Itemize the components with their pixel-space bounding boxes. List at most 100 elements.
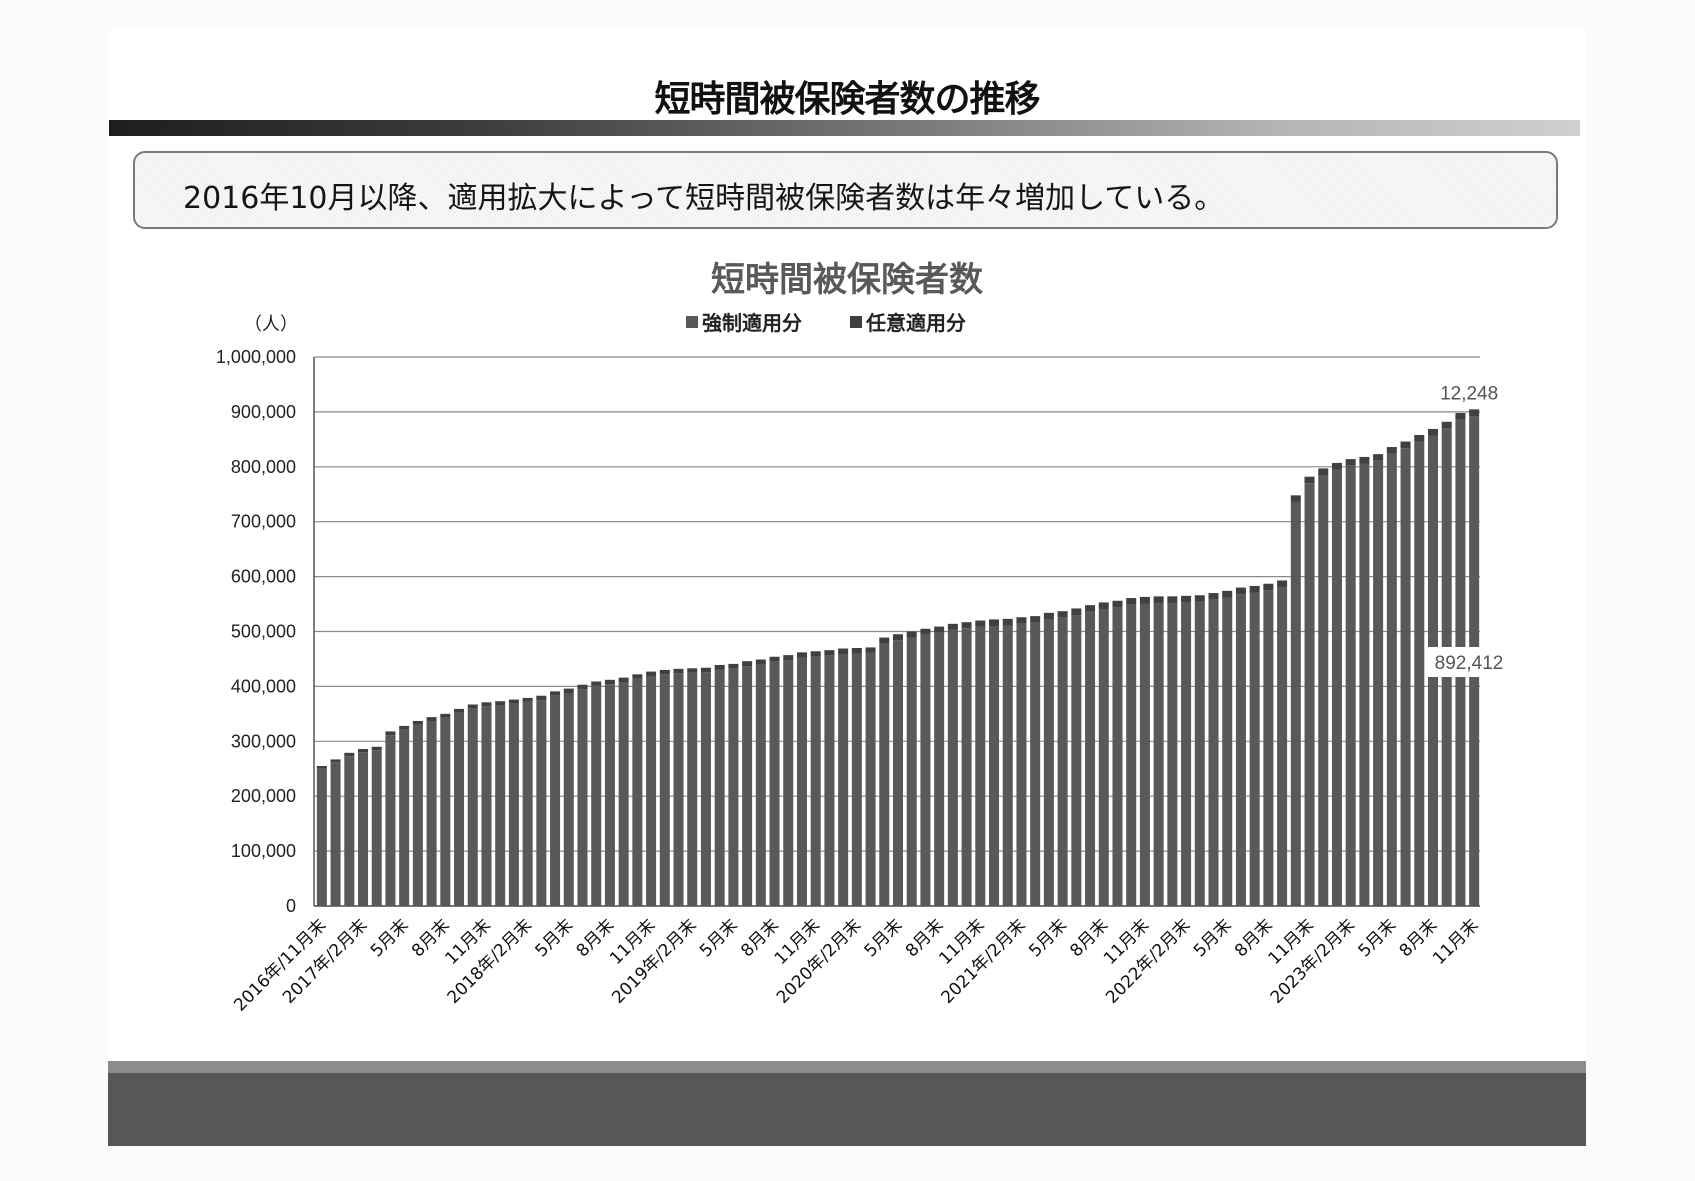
bar-chart: 0 100,000 200,000 300,000 400,000 500,000 600,…: [216, 347, 1511, 1016]
footer-band-light: [108, 1061, 1586, 1073]
summary-box: 2016年10月以降、適用拡大によって短時間被保険者数は年々増加している。: [133, 151, 1558, 229]
bar-segment: [989, 619, 1000, 627]
bar-segment: [577, 689, 588, 906]
bar-segment: [1126, 598, 1137, 605]
bar-segment: [563, 692, 574, 906]
bar-segment: [1002, 618, 1013, 626]
bar-segment: [1455, 412, 1466, 420]
bar-segment: [522, 697, 533, 702]
bar-segment: [467, 708, 478, 906]
bar-segment: [879, 643, 890, 906]
bar-segment: [700, 672, 711, 906]
bar-segment: [934, 626, 945, 633]
bar-segment: [700, 667, 711, 673]
bar-segment: [1139, 603, 1150, 906]
legend-item-mandatory: 強制適用分: [686, 307, 802, 336]
y-axis-unit-label: （人）: [244, 314, 298, 335]
bar-segment: [1359, 456, 1370, 464]
bar-segment: [467, 704, 478, 709]
bar-segment: [536, 695, 547, 701]
bar-segment: [426, 720, 437, 906]
bar-segment: [399, 729, 410, 906]
x-tick-label: 5月末: [1190, 915, 1236, 961]
bar-segment: [371, 746, 382, 751]
legend-item-voluntary: 任意適用分: [850, 307, 966, 336]
bar-segment: [440, 713, 451, 718]
bar-segment: [961, 622, 972, 629]
bar-segment: [1181, 602, 1192, 906]
bar-segment: [714, 669, 725, 906]
bar-segment: [316, 768, 327, 906]
bar-segment: [358, 748, 369, 753]
bar-segment: [536, 700, 547, 906]
bar-segment: [646, 675, 657, 906]
bar-segment: [1318, 468, 1329, 476]
bar-segment: [769, 661, 780, 906]
bar-segment: [838, 654, 849, 906]
bar-segment: [563, 688, 574, 693]
legend-swatch-square-icon: [686, 315, 698, 328]
bar-segment: [1386, 447, 1397, 454]
bar-segment: [1249, 592, 1260, 906]
x-tick-label: 5月末: [861, 915, 907, 961]
bar-segment: [1345, 459, 1356, 466]
x-tick-label: 5月末: [367, 915, 413, 961]
bar-segment: [1139, 596, 1150, 604]
bar-segment: [1057, 611, 1068, 618]
bar-segment: [440, 717, 451, 906]
bar-segment: [1098, 608, 1109, 906]
bar-segment: [646, 671, 657, 676]
bar-segment: [1304, 483, 1315, 906]
bar-segment: [508, 703, 519, 906]
title-gradient-bar: [109, 120, 1580, 136]
bar-segment: [865, 647, 876, 653]
bar-segment: [1331, 469, 1342, 906]
bar-segment: [508, 699, 519, 704]
bar-segment: [892, 640, 904, 906]
bar-segment: [947, 623, 958, 630]
bar-segment: [1112, 600, 1123, 608]
bar-segment: [1098, 602, 1109, 609]
bar-segment: [892, 634, 904, 641]
legend-label: 強制適用分: [702, 311, 802, 335]
bar-segment: [783, 660, 794, 906]
bar-segment: [344, 752, 355, 757]
x-tick-label: 11月末: [1429, 915, 1482, 968]
data-label-mandatory: 892,412: [1435, 653, 1504, 674]
bar-segment: [687, 672, 698, 906]
bar-segment: [632, 674, 643, 679]
chart-title: 短時間被保険者数: [711, 260, 983, 300]
y-tick-label: 800,000: [231, 457, 296, 477]
bar-segment: [1222, 590, 1233, 598]
bar-segment: [906, 631, 917, 638]
bar-segment: [1277, 587, 1288, 906]
bar-segment: [1181, 595, 1192, 603]
bar-segment: [591, 681, 602, 686]
bar-segment: [1222, 597, 1233, 906]
bar-segment: [920, 634, 931, 906]
bar-segment: [1057, 617, 1068, 906]
bar-segment: [1414, 434, 1425, 442]
bar-segment: [1469, 409, 1480, 417]
bar-segment: [1208, 599, 1219, 906]
bar-segment: [687, 668, 698, 673]
bar-segment: [385, 731, 396, 736]
chart-legend: 強制適用分 任意適用分: [686, 307, 966, 336]
x-tick-label: 5月末: [531, 915, 577, 961]
y-tick-label: 1,000,000: [216, 347, 296, 367]
bar-segment: [412, 720, 423, 725]
bar-segment: [358, 752, 369, 906]
bar-segment: [865, 652, 876, 906]
bar-segment: [577, 684, 588, 690]
bar-segment: [1071, 615, 1082, 906]
page-title: 短時間被保険者数の推移: [654, 79, 1040, 120]
bar-segment: [1071, 608, 1082, 616]
bar-segment: [934, 632, 945, 906]
bar-segment: [591, 685, 602, 906]
y-tick-label: 500,000: [231, 622, 296, 642]
bar-segment: [426, 717, 437, 721]
bar-segment: [1085, 611, 1096, 906]
bar-segment: [550, 695, 561, 906]
bar-segment: [371, 750, 382, 906]
bar-segment: [920, 628, 931, 635]
